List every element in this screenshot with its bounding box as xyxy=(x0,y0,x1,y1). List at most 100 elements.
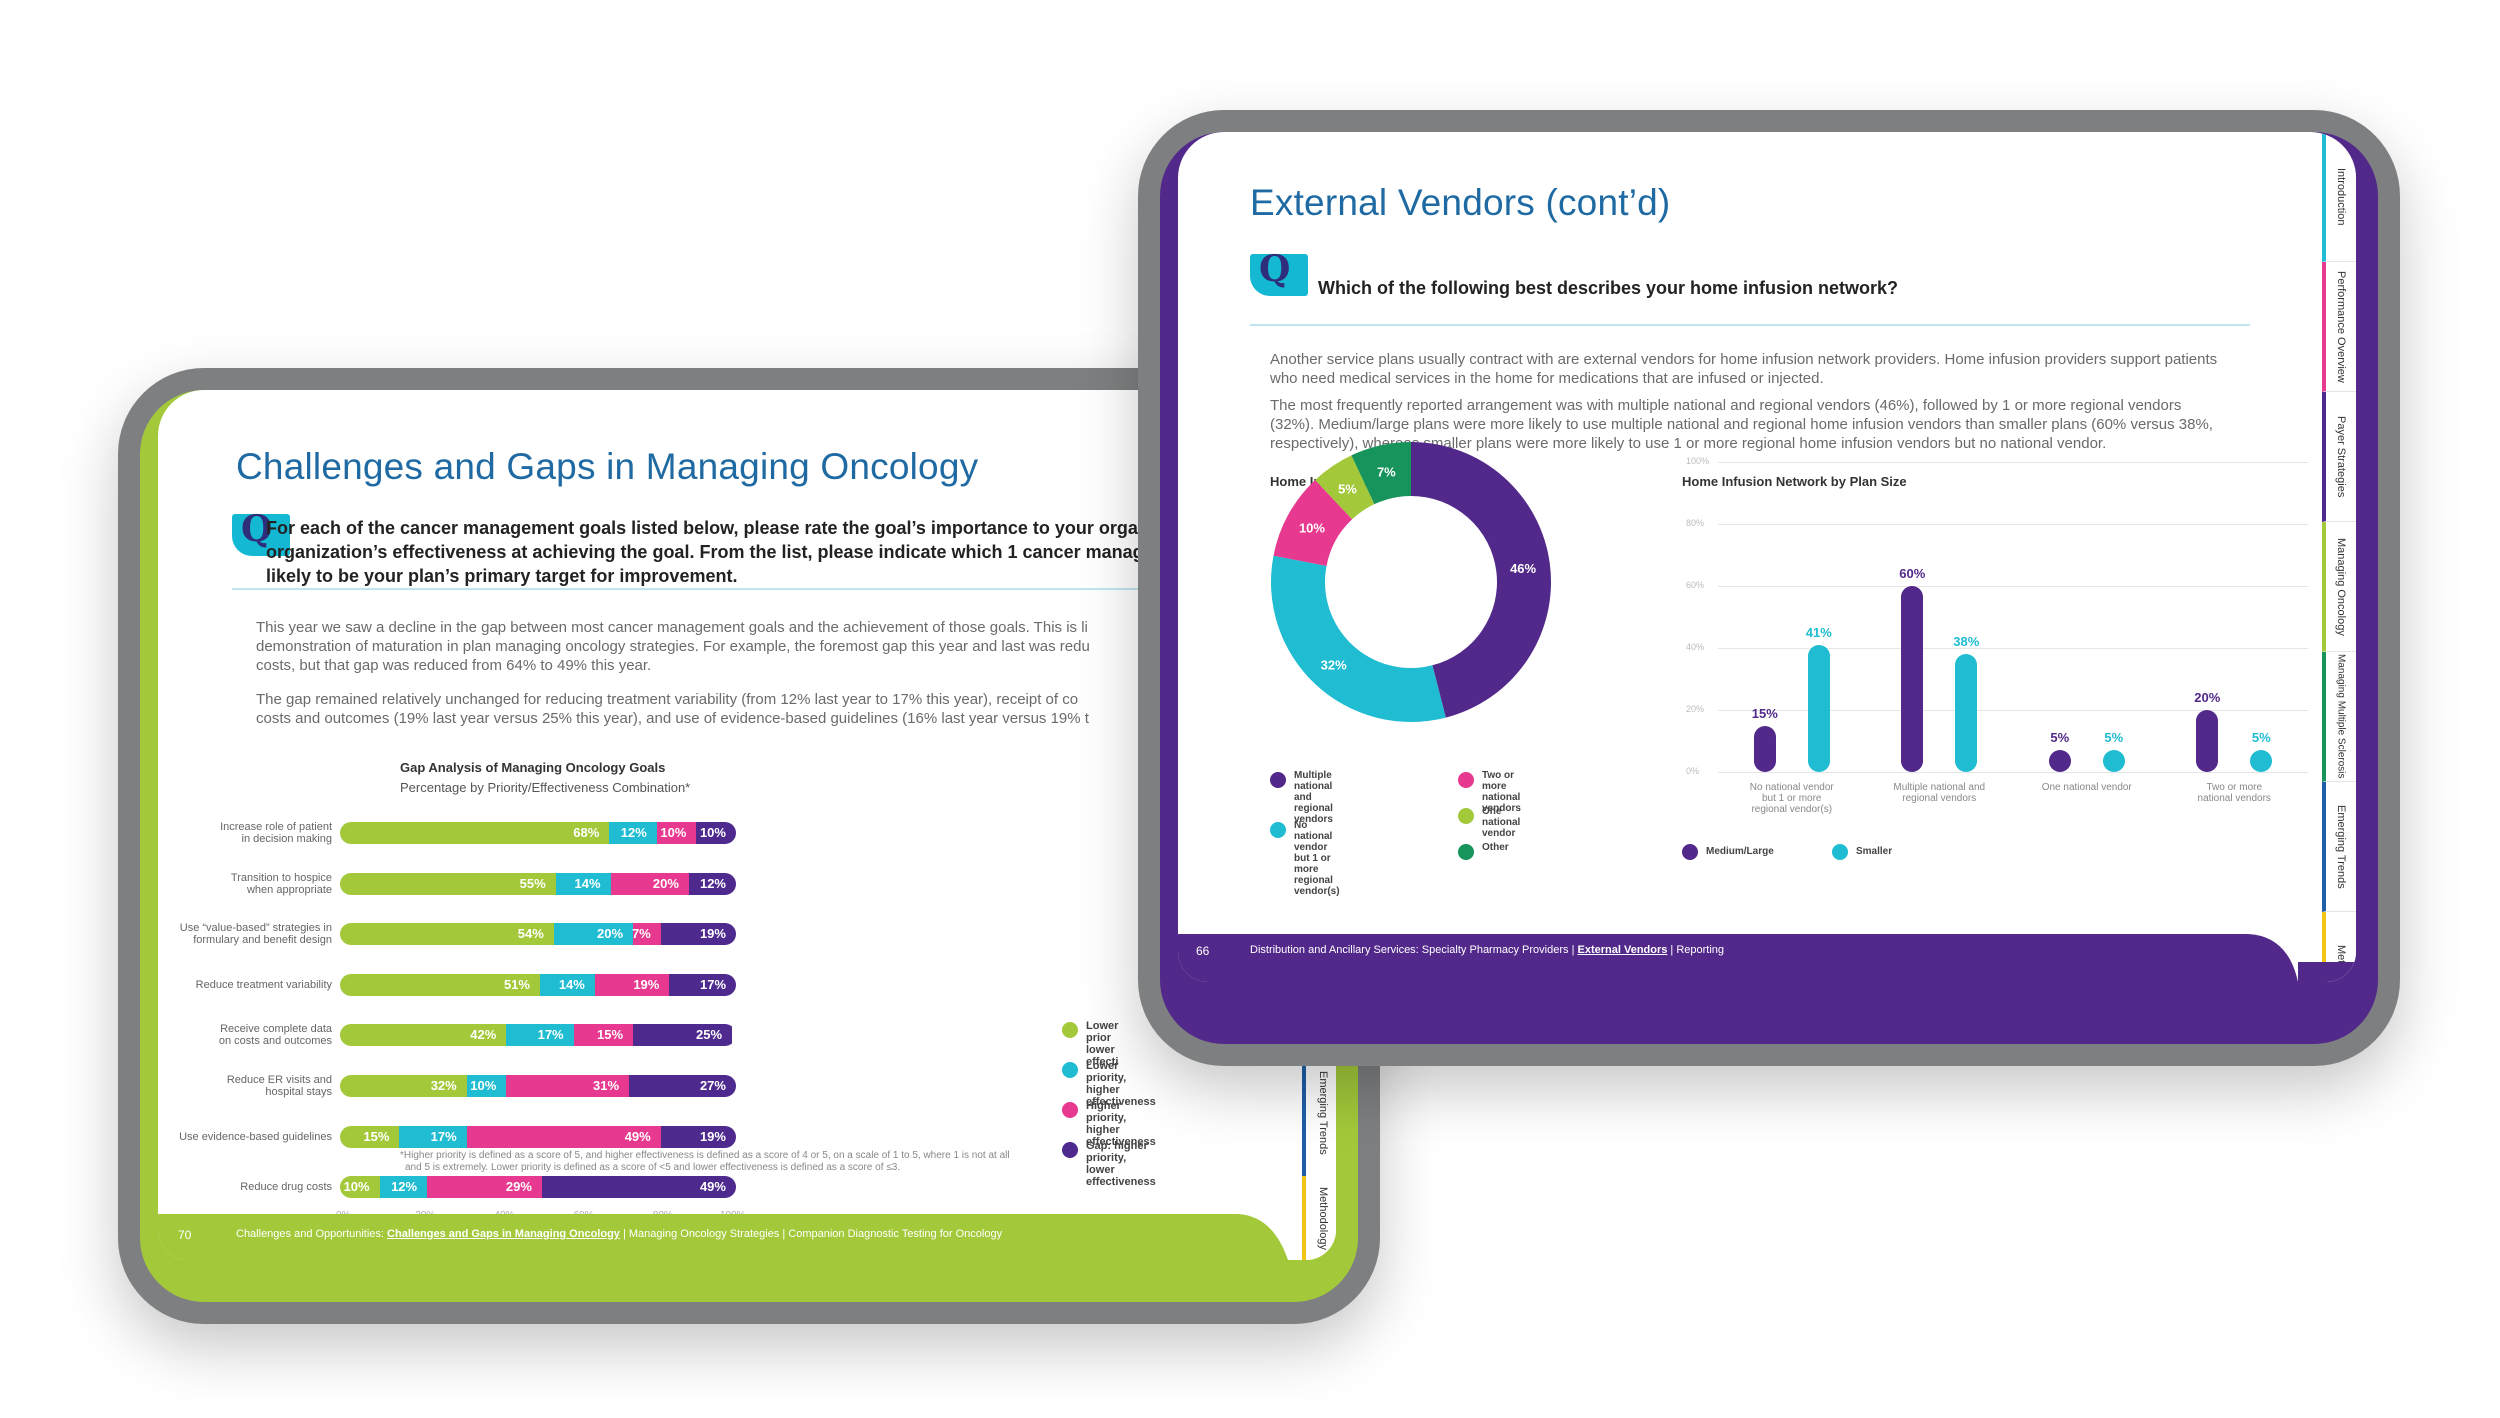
side-tab[interactable]: Managing Multiple Sclerosis xyxy=(2322,652,2356,782)
data-label: 10% xyxy=(343,1179,370,1195)
bar-segment: 20% xyxy=(553,923,634,946)
data-label: 49% xyxy=(699,1179,726,1195)
category-label: Increase role of patient in decision maki… xyxy=(220,821,332,845)
paragraph-1: This year we saw a decline in the gap be… xyxy=(256,619,1090,674)
column-bar xyxy=(2102,750,2125,772)
plan-size-chart-title: Home Infusion Network by Plan Size xyxy=(1682,474,1907,489)
side-tab-label: Introduction xyxy=(2335,167,2347,226)
side-tab[interactable]: Payer Strategies xyxy=(2322,392,2356,522)
category-label: Receive complete data on costs and outcom… xyxy=(218,1023,332,1048)
side-tab[interactable]: Emerging Trends xyxy=(2322,782,2356,912)
legend-label: Lower prior lower effecti xyxy=(1086,1020,1119,1068)
bar-segment: 49% xyxy=(541,1176,736,1199)
footer-band xyxy=(158,1214,1288,1260)
gridline xyxy=(1718,648,2308,649)
gridline xyxy=(1718,462,2308,463)
data-label: 68% xyxy=(573,825,600,840)
legend-swatch xyxy=(1062,1062,1078,1078)
data-label: 19% xyxy=(699,1128,726,1144)
gridline xyxy=(1718,586,2308,587)
bar-segment: 31% xyxy=(506,1075,630,1097)
data-label: 7% xyxy=(631,926,651,942)
category-label: Reduce ER visits and hospital stays xyxy=(226,1074,332,1098)
legend-swatch xyxy=(1458,772,1474,788)
column-bar xyxy=(2196,710,2219,772)
side-tab[interactable]: Performance Overview xyxy=(2322,262,2356,392)
data-label: 10% xyxy=(470,1078,497,1093)
data-label: 20% xyxy=(2194,690,2221,705)
donut-slice xyxy=(1351,442,1411,505)
paragraph-2: The most frequently reported arrangement… xyxy=(1270,397,2213,452)
data-label: 15% xyxy=(1751,705,1778,721)
slice-label: 46% xyxy=(1510,561,1536,576)
bar-segment: 12% xyxy=(609,822,657,844)
bar-segment: 10% xyxy=(696,822,736,844)
side-tab[interactable]: Managing Oncology xyxy=(2322,522,2356,652)
bar-segment: 17% xyxy=(506,1024,574,1047)
bar-segment: 25% xyxy=(633,1024,733,1047)
data-label: 17% xyxy=(430,1128,457,1144)
gridline xyxy=(1718,524,2308,525)
legend-label: Lower priority, higher effectiveness xyxy=(1086,1060,1156,1108)
data-label: 49% xyxy=(624,1128,651,1144)
chart-footnote: *Higher priority is defined as a score o… xyxy=(400,1150,1010,1173)
data-label: 14% xyxy=(558,976,585,992)
bar-segment: 10% xyxy=(340,1176,380,1199)
question-text: Which of the following best describes yo… xyxy=(1318,278,1899,298)
page-number: 66 xyxy=(1196,944,1210,958)
x-category-label: Two or more national vendors xyxy=(2197,782,2271,804)
question-badge: Q xyxy=(232,508,290,556)
bar-segment: 10% xyxy=(466,1075,507,1097)
bar-segment: 14% xyxy=(539,973,595,996)
footer-nav[interactable]: Distribution and Ancillary Services: Spe… xyxy=(1250,944,1725,956)
stacked-bar-row: 32% 10% 31% 27% xyxy=(340,1075,736,1097)
tab-emerging-trends[interactable]: Emerging Trends xyxy=(1302,1050,1336,1176)
bar-segment: 19% xyxy=(660,923,736,946)
legend-label: Multiple national and regional vendors xyxy=(1294,770,1333,825)
legend-swatch xyxy=(1062,1142,1078,1158)
data-label: 19% xyxy=(699,926,726,942)
x-category-label: No national vendor but 1 or more regional … xyxy=(1749,782,1834,815)
bar-segment: 49% xyxy=(466,1125,661,1148)
page-title: External Vendors (cont’d) xyxy=(1250,182,1671,223)
donut-slice xyxy=(1315,455,1375,520)
right-tablet-frame: External Vendors (cont’d) Q Which of the… xyxy=(1138,110,2400,1066)
footer-current-link[interactable]: Challenges and Gaps in Managing Oncology xyxy=(387,1228,620,1240)
side-tab[interactable]: Introduction xyxy=(2322,132,2356,262)
legend-swatch xyxy=(1458,844,1474,860)
data-label: 41% xyxy=(1805,624,1832,640)
stacked-bar-row: 51% 14% 19% 17% xyxy=(340,973,736,996)
stacked-bar-row: 15% 17% 49% 19% xyxy=(340,1125,736,1148)
data-label: 20% xyxy=(652,875,679,891)
column-bar xyxy=(1955,654,1978,772)
data-label: 12% xyxy=(620,825,647,840)
footer-current-link[interactable]: External Vendors xyxy=(1577,944,1668,956)
side-tab-label: Emerging Trends xyxy=(2335,804,2347,889)
paragraph-2: The gap remained relatively unchanged fo… xyxy=(256,691,1089,727)
y-tick-label: 20% xyxy=(1686,704,1705,714)
legend-swatch xyxy=(1062,1022,1078,1038)
gridline xyxy=(1718,710,2308,711)
stacked-bar-row: 10% 12% 29% 49% xyxy=(340,1176,736,1199)
y-tick-label: 60% xyxy=(1686,580,1705,590)
question-divider xyxy=(232,588,1332,590)
tab-methodology[interactable]: Methodology xyxy=(1302,1176,1336,1260)
footer-nav[interactable]: Challenges and Opportunities: Challenges… xyxy=(236,1228,1003,1240)
donut-slice xyxy=(1411,442,1552,718)
data-label: 27% xyxy=(699,1078,726,1093)
data-label: 38% xyxy=(1953,634,1980,650)
stacked-bar-row: 55% 14% 20% 12% xyxy=(340,872,736,895)
data-label: 15% xyxy=(363,1128,390,1144)
legend-swatch xyxy=(1458,808,1474,824)
data-label: 17% xyxy=(699,976,727,992)
stacked-bar-row: 68% 12% 10% 10% xyxy=(340,822,736,844)
bar-segment: 17% xyxy=(669,973,736,996)
data-label: 5% xyxy=(2104,730,2124,745)
legend-swatch xyxy=(1682,844,1698,860)
bar-segment: 20% xyxy=(610,872,689,895)
page-number: 70 xyxy=(178,1228,192,1242)
legend-label: Other xyxy=(1482,842,1509,853)
bar-segment: 27% xyxy=(629,1075,736,1097)
chart-title: Gap Analysis of Managing Oncology Goals xyxy=(400,760,666,775)
y-tick-label: 100% xyxy=(1686,456,1710,466)
